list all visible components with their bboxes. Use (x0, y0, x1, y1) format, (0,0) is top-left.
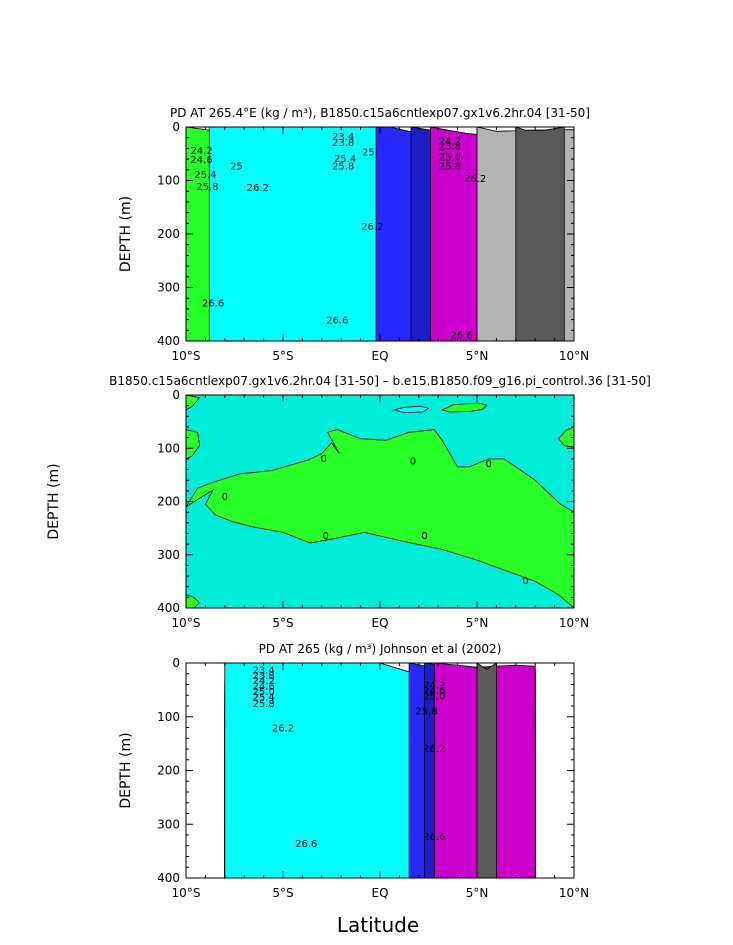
x-tick-label: 5°S (272, 349, 293, 363)
x-tick-label: 5°N (466, 886, 489, 900)
x-tick-label: 5°S (272, 886, 293, 900)
contour-label-4: 25 (230, 162, 243, 173)
x-tick-label: 10°S (172, 349, 201, 363)
x-tick-label: 10°N (559, 349, 589, 363)
x-tick-label: EQ (371, 349, 388, 363)
panel-middle: 0 0 0 0 0 0 0 10°S 5°S EQ 5°N 10°N 0 100 200 300 400 B185… (46, 374, 651, 630)
contour-band-13 (515, 127, 565, 341)
y-tick-label: 0 (172, 120, 180, 134)
contour-label-0: 0 (321, 454, 327, 465)
contour-label-0: 23.4 (332, 132, 354, 143)
contour-label-2: 24.2 (252, 676, 274, 687)
contour-label-17: 26.6 (202, 298, 224, 309)
plot-area-top: 23.423.824.224.62525.425.825.42525.826.2… (186, 127, 574, 342)
y-axis-label-middle: DEPTH (m) (46, 463, 62, 539)
contour-label-13: 26.6 (295, 839, 317, 850)
difference-region-4 (557, 426, 574, 448)
contour-label-1: 23.8 (332, 138, 354, 149)
contour-label-6: 0 (522, 576, 528, 587)
x-tick-label: 10°S (172, 616, 201, 630)
contour-label-11: 26.2 (361, 222, 383, 233)
x-tick-label: 5°S (272, 616, 293, 630)
y-tick-label: 100 (157, 710, 180, 724)
contour-label-14: 26.6 (423, 832, 445, 843)
contour-label-16: 25.8 (439, 162, 461, 173)
contour-label-8: 25 (362, 148, 375, 159)
contour-label-1: 23.8 (252, 671, 274, 682)
contour-label-19: 26.6 (450, 331, 472, 342)
contour-label-18: 26.6 (326, 316, 348, 327)
difference-region-3 (186, 594, 201, 608)
contour-label-3: 24.6 (190, 155, 212, 166)
contour-label-2: 24.2 (190, 146, 212, 157)
y-tick-label: 100 (157, 441, 180, 455)
plot-area-bottom: 23.423.824.224.625.025.425.824.224.625.0… (224, 663, 536, 878)
contour-label-7: 24.2 (423, 681, 445, 692)
x-tick-label: EQ (371, 616, 388, 630)
y-tick-label: 200 (157, 764, 180, 778)
x-tick-label: 10°S (172, 886, 201, 900)
contour-label-14: 23.8 (439, 142, 461, 153)
contour-label-0: 23.4 (252, 665, 274, 676)
x-axis-label: Latitude (337, 913, 419, 937)
y-tick-label: 400 (157, 601, 180, 615)
y-tick-label: 200 (157, 495, 180, 509)
y-tick-label: 0 (172, 656, 180, 670)
contour-label-10: 25.8 (415, 706, 437, 717)
panel-title-bottom: PD AT 265 (kg / m³) Johnson et al (2002) (259, 642, 502, 656)
contour-label-9: 25.8 (332, 162, 354, 173)
y-tick-label: 300 (157, 548, 180, 562)
y-tick-label: 200 (157, 227, 180, 241)
contour-label-3: 0 (222, 492, 228, 503)
panel-title-top: PD AT 265.4°E (kg / m³), B1850.c15a6cntl… (170, 106, 590, 120)
panel-title-middle: B1850.c15a6cntlexp07.gx1v6.2hr.04 [31-50… (109, 374, 651, 388)
difference-region-5 (440, 402, 488, 413)
contour-label-10: 26.2 (247, 183, 269, 194)
contour-label-8: 24.6 (423, 686, 445, 697)
x-tick-label: 10°N (559, 886, 589, 900)
contour-label-5: 25.4 (252, 692, 274, 703)
x-tick-label: EQ (371, 886, 388, 900)
y-tick-label: 400 (157, 334, 180, 348)
y-axis-label-bottom: DEPTH (m) (118, 732, 134, 808)
x-tick-label: 5°N (466, 349, 489, 363)
contour-label-6: 25.8 (196, 182, 218, 193)
contour-label-12: 26.2 (464, 174, 486, 185)
contour-label-4: 25.0 (252, 687, 274, 698)
x-tick-label: 10°N (559, 616, 589, 630)
difference-region-1 (186, 395, 201, 411)
contour-label-3: 24.6 (252, 682, 274, 693)
contour-label-5: 0 (421, 531, 427, 542)
difference-region-2 (186, 429, 201, 460)
contour-label-12: 26.2 (423, 744, 445, 755)
y-tick-label: 0 (172, 388, 180, 402)
y-axis-label-top: DEPTH (m) (118, 196, 134, 272)
contour-label-13: 24.2 (439, 136, 461, 147)
contour-label-1: 0 (410, 456, 416, 467)
difference-region-6 (393, 405, 430, 414)
contour-label-9: 25.0 (423, 691, 445, 702)
contour-label-6: 25.8 (252, 699, 274, 710)
contour-label-15: 25.0 (439, 152, 461, 163)
contour-label-5: 25.4 (194, 170, 216, 181)
contour-label-4: 0 (322, 531, 328, 542)
plot-area-middle: 0 0 0 0 0 0 0 (186, 395, 574, 608)
contour-label-7: 25.4 (334, 154, 356, 165)
panel-bottom: 23.423.824.224.625.025.425.824.224.625.0… (118, 642, 589, 900)
y-tick-label: 100 (157, 174, 180, 188)
contour-band-13 (476, 663, 497, 878)
contour-label-11: 26.2 (272, 724, 294, 735)
y-tick-label: 400 (157, 871, 180, 885)
panel-top: 23.423.824.224.62525.425.825.42525.826.2… (118, 106, 590, 363)
contour-label-2: 0 (485, 459, 491, 470)
y-tick-label: 300 (157, 817, 180, 831)
difference-region-0 (186, 429, 574, 608)
x-tick-label: 5°N (466, 616, 489, 630)
y-tick-label: 300 (157, 281, 180, 295)
